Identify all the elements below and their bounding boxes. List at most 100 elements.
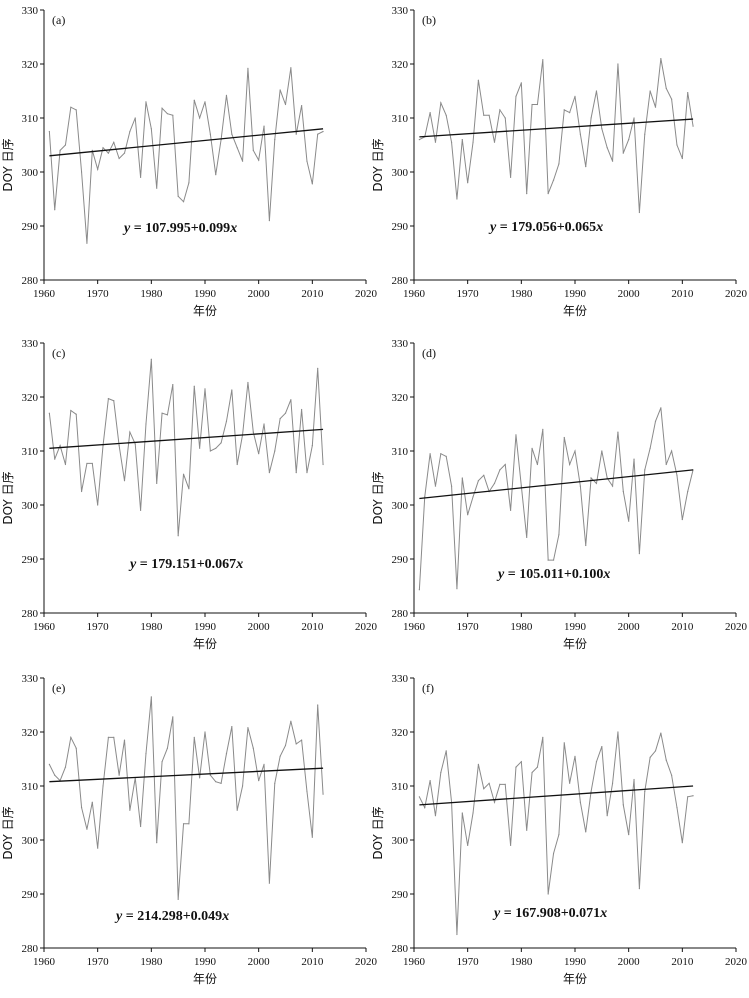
data-point bbox=[676, 474, 678, 476]
chart-svg: 280 290 300 310 320 330 1960 1970 1980 1990 2000 20… bbox=[0, 673, 378, 986]
data-point bbox=[665, 759, 667, 761]
trend-line bbox=[49, 128, 324, 157]
data-point bbox=[231, 133, 233, 135]
y-tick-label: 310 bbox=[392, 446, 409, 458]
x-tick-label: 1990 bbox=[564, 288, 587, 300]
data-point bbox=[483, 114, 485, 116]
x-tick-label: 1990 bbox=[194, 956, 217, 968]
data-point bbox=[145, 101, 147, 103]
data-point bbox=[692, 125, 694, 127]
data-point bbox=[284, 744, 287, 747]
data-point bbox=[301, 739, 303, 741]
x-tick-label: 1960 bbox=[33, 621, 56, 633]
data-point bbox=[188, 488, 190, 490]
data-point bbox=[48, 130, 50, 133]
y-tick-label: 280 bbox=[392, 275, 409, 287]
data-point bbox=[241, 785, 244, 787]
chart-svg: 280 290 300 310 320 330 1960 1970 1980 1990 2000 20… bbox=[0, 338, 378, 651]
data-point bbox=[64, 144, 67, 146]
data-point bbox=[290, 67, 292, 69]
data-point bbox=[274, 450, 276, 452]
x-tick-label: 1980 bbox=[510, 621, 533, 633]
data-point bbox=[585, 166, 587, 168]
data-point bbox=[220, 782, 222, 784]
panel-label: (e) bbox=[52, 681, 65, 695]
data-point bbox=[558, 834, 560, 836]
data-point bbox=[450, 485, 453, 487]
data-point bbox=[118, 774, 120, 776]
data-point bbox=[118, 157, 120, 160]
data-point bbox=[193, 99, 195, 101]
data-point bbox=[574, 755, 576, 757]
data-point bbox=[606, 815, 608, 817]
data-point bbox=[48, 412, 50, 414]
data-point bbox=[236, 463, 238, 466]
y-tick-label: 310 bbox=[22, 446, 39, 458]
data-point bbox=[429, 112, 431, 114]
series-line bbox=[419, 58, 694, 213]
series-line bbox=[418, 731, 694, 935]
regression-equation: y = 214.298+0.049x bbox=[114, 909, 229, 924]
x-tick-label: 2010 bbox=[671, 288, 694, 300]
x-tick-label: 2010 bbox=[671, 621, 694, 633]
data-point bbox=[225, 420, 228, 422]
x-axis-title: 年份 bbox=[193, 972, 217, 986]
data-point bbox=[134, 443, 136, 445]
data-point bbox=[268, 220, 270, 222]
data-point bbox=[660, 407, 662, 409]
x-tick-label: 1980 bbox=[140, 956, 163, 968]
data-point bbox=[274, 782, 276, 784]
data-point bbox=[252, 149, 254, 151]
chart-svg: 280 290 300 310 320 330 1960 1970 1980 1990 2000 20… bbox=[370, 673, 748, 986]
trend-line bbox=[419, 469, 694, 500]
y-tick-label: 310 bbox=[392, 781, 409, 793]
data-point bbox=[611, 782, 614, 784]
data-point bbox=[606, 147, 608, 149]
data-point bbox=[424, 807, 426, 809]
data-point bbox=[418, 589, 420, 591]
data-point bbox=[134, 117, 136, 119]
x-tick-label: 1960 bbox=[403, 621, 426, 633]
data-point bbox=[241, 160, 244, 162]
data-point bbox=[225, 753, 228, 755]
data-point bbox=[64, 463, 67, 466]
data-point bbox=[445, 114, 447, 116]
data-point bbox=[515, 434, 517, 436]
chart-svg: 280 290 300 310 320 330 1960 1970 1980 1990 2000 20… bbox=[370, 338, 748, 651]
data-point bbox=[440, 102, 442, 104]
data-point bbox=[644, 790, 646, 792]
data-point bbox=[574, 95, 576, 97]
data-point bbox=[156, 842, 158, 844]
data-point bbox=[258, 780, 260, 782]
data-point bbox=[590, 117, 592, 119]
data-point bbox=[274, 139, 276, 141]
data-point bbox=[510, 509, 512, 511]
data-point bbox=[676, 144, 678, 146]
data-point bbox=[510, 844, 512, 846]
data-point bbox=[263, 763, 265, 765]
y-tick-label: 320 bbox=[22, 392, 39, 404]
data-point bbox=[536, 463, 539, 466]
data-point bbox=[563, 109, 565, 111]
data-point bbox=[472, 812, 474, 814]
data-point bbox=[526, 536, 528, 538]
data-point bbox=[290, 399, 292, 401]
panel-f: 280 290 300 310 320 330 1960 1970 1980 1990 2000 20… bbox=[370, 668, 748, 998]
data-point bbox=[649, 447, 651, 449]
data-point bbox=[649, 756, 651, 758]
data-point bbox=[70, 736, 72, 738]
data-point bbox=[687, 796, 689, 798]
y-axis-title: DOY 日序 bbox=[370, 471, 385, 524]
y-tick-label: 280 bbox=[22, 943, 39, 955]
data-point bbox=[215, 781, 217, 783]
data-point bbox=[676, 807, 678, 809]
data-point bbox=[306, 790, 308, 792]
data-point bbox=[671, 774, 673, 776]
y-axis-title: DOY 日序 bbox=[0, 138, 15, 191]
regression-equation: y = 179.151+0.067x bbox=[128, 557, 243, 572]
data-point bbox=[499, 109, 501, 111]
x-tick-label: 2020 bbox=[725, 288, 748, 300]
data-point bbox=[236, 147, 238, 149]
data-point bbox=[590, 477, 592, 479]
y-tick-label: 290 bbox=[22, 221, 39, 233]
